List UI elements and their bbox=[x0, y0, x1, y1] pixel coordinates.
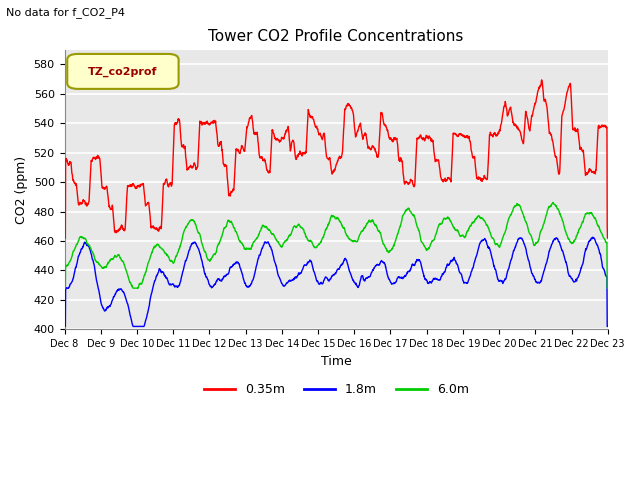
Text: No data for f_CO2_P4: No data for f_CO2_P4 bbox=[6, 7, 125, 18]
X-axis label: Time: Time bbox=[321, 355, 351, 368]
Legend: 0.35m, 1.8m, 6.0m: 0.35m, 1.8m, 6.0m bbox=[198, 378, 474, 401]
FancyBboxPatch shape bbox=[67, 54, 179, 89]
Y-axis label: CO2 (ppm): CO2 (ppm) bbox=[15, 156, 28, 224]
Text: TZ_co2prof: TZ_co2prof bbox=[88, 66, 157, 76]
Title: Tower CO2 Profile Concentrations: Tower CO2 Profile Concentrations bbox=[209, 29, 464, 44]
